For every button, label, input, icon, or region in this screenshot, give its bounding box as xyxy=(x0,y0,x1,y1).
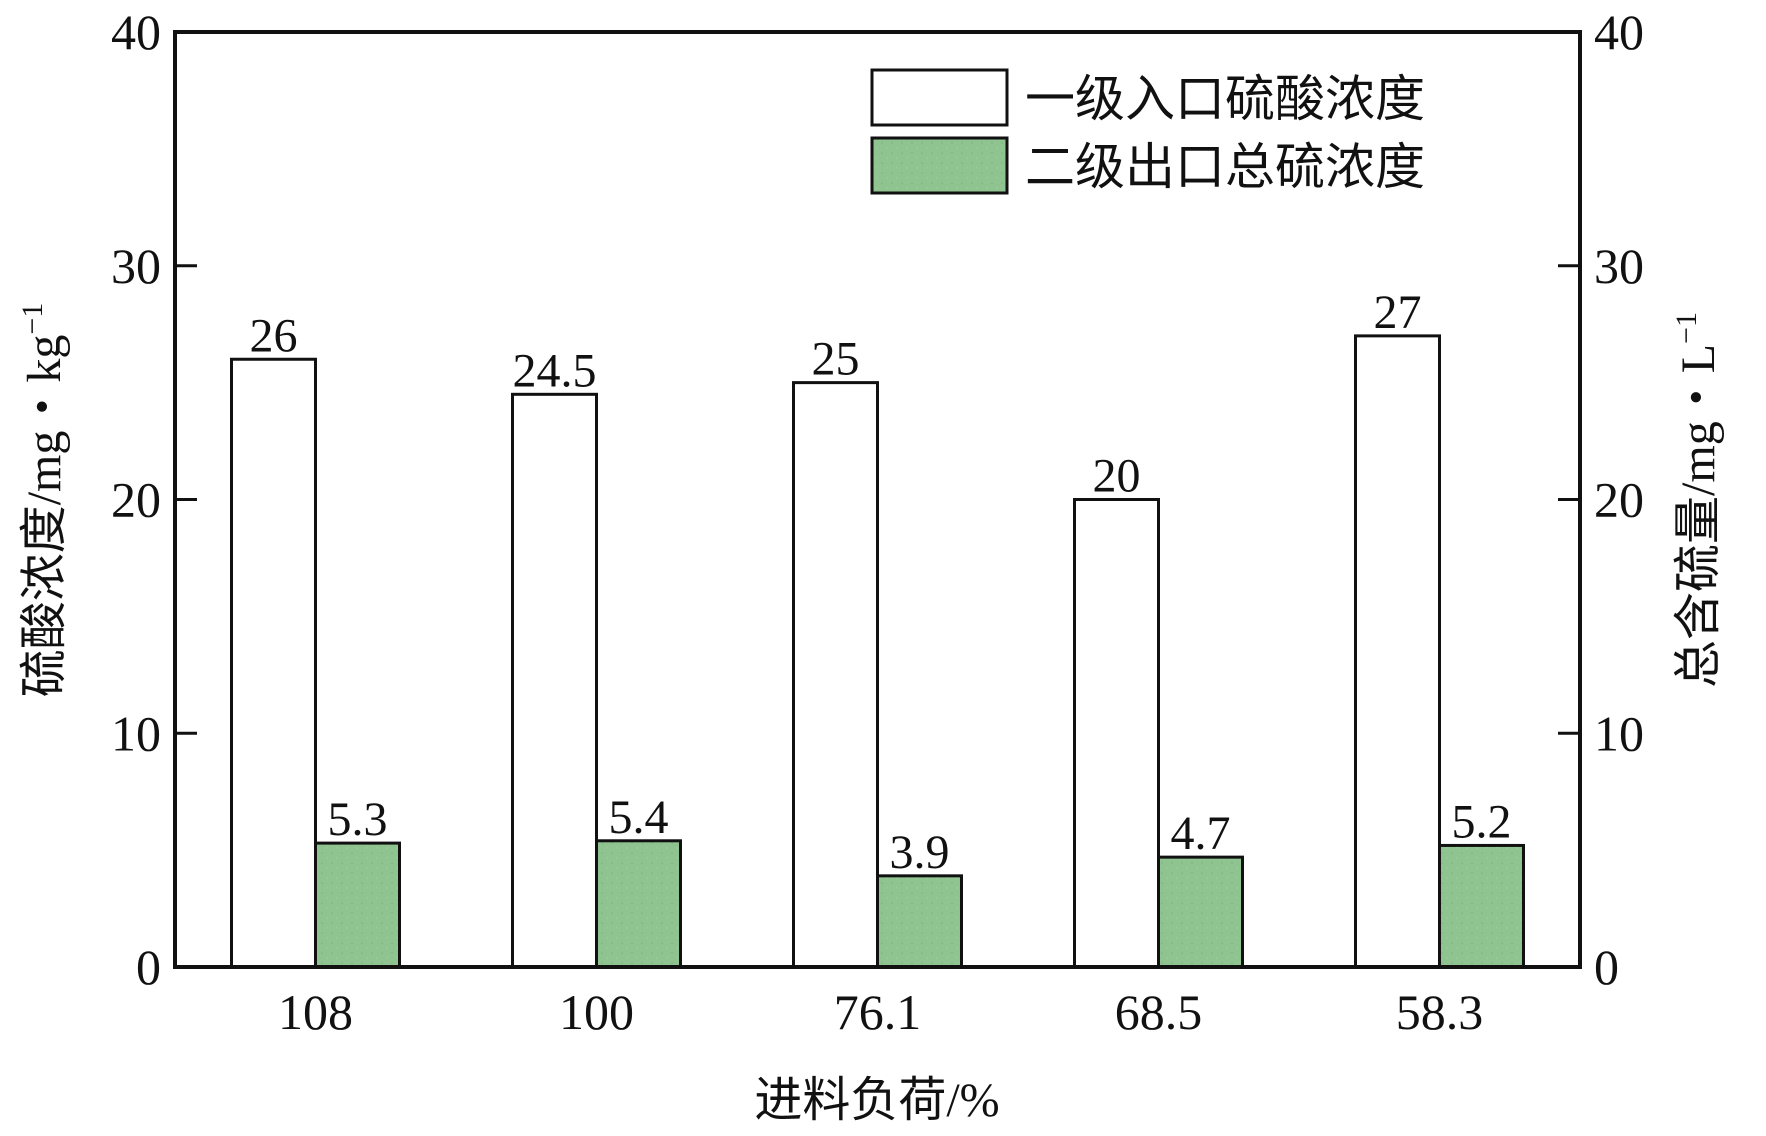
data-labels-layer: 26 5.3 24.5 5.4 25 3.9 20 4.7 27 5.2 xyxy=(250,286,1512,879)
data-label-outlet-total-sulfur-100: 5.4 xyxy=(609,791,669,844)
data-label-inlet-sulfuric-acid-100: 24.5 xyxy=(513,344,597,397)
data-label-inlet-sulfuric-acid-76.1: 25 xyxy=(812,333,860,386)
right-tick-label-0: 0 xyxy=(1594,939,1619,995)
data-label-outlet-total-sulfur-68.5: 4.7 xyxy=(1171,807,1231,860)
bar-inlet-sulfuric-acid-68.5 xyxy=(1073,498,1160,969)
right-tick-label-30: 30 xyxy=(1594,238,1644,294)
data-label-outlet-total-sulfur-108: 5.3 xyxy=(328,793,388,846)
left-tick-label-30: 30 xyxy=(111,238,161,294)
left-tick-label-20: 20 xyxy=(111,472,161,528)
left-tick-label-10: 10 xyxy=(111,705,161,761)
bar-inlet-sulfuric-acid-100 xyxy=(511,392,598,969)
left-axis-title-main: 硫酸浓度/mg・kg xyxy=(18,335,71,698)
right-tick-label-10: 10 xyxy=(1594,705,1644,761)
x-tick-label-68.5: 68.5 xyxy=(1115,984,1203,1040)
data-label-inlet-sulfuric-acid-108: 26 xyxy=(250,309,298,362)
bar-inlet-sulfuric-acid-76.1 xyxy=(792,381,879,969)
right-axis-title-main: 总含硫量/mg・L xyxy=(1672,344,1725,688)
x-tick-label-108: 108 xyxy=(278,984,353,1040)
data-label-inlet-sulfuric-acid-68.5: 20 xyxy=(1093,450,1141,503)
left-tick-label-40: 40 xyxy=(111,4,161,60)
data-label-outlet-total-sulfur-76.1: 3.9 xyxy=(890,826,950,879)
legend: 一级入口硫酸浓度 二级出口总硫浓度 xyxy=(870,68,1425,195)
x-axis-title: 进料负荷/% xyxy=(754,1074,999,1127)
bar-outlet-total-sulfur-108 xyxy=(314,841,401,969)
x-tick-label-100: 100 xyxy=(559,984,634,1040)
data-label-inlet-sulfuric-acid-58.3: 27 xyxy=(1374,286,1422,339)
left-ticks-layer: 0 10 20 30 40 xyxy=(111,4,197,995)
data-label-outlet-total-sulfur-58.3: 5.2 xyxy=(1452,795,1512,848)
legend-label-outlet-total-sulfur: 二级出口总硫浓度 xyxy=(1025,139,1425,195)
right-axis-title-superscript: −1 xyxy=(1670,312,1703,344)
x-ticks-layer: 108 100 76.1 68.5 58.3 xyxy=(278,984,1483,1040)
bar-inlet-sulfuric-acid-108 xyxy=(230,357,317,969)
left-axis-title: 硫酸浓度/mg・kg−1 xyxy=(16,303,71,698)
bar-inlet-sulfuric-acid-58.3 xyxy=(1354,334,1441,969)
bar-outlet-total-sulfur-76.1 xyxy=(876,874,963,969)
right-tick-label-40: 40 xyxy=(1594,4,1644,60)
legend-label-inlet-sulfuric-acid: 一级入口硫酸浓度 xyxy=(1025,71,1425,127)
bar-outlet-total-sulfur-100 xyxy=(595,839,682,969)
bar-outlet-total-sulfur-58.3 xyxy=(1438,843,1525,969)
bar-outlet-total-sulfur-68.5 xyxy=(1157,855,1244,969)
right-tick-label-20: 20 xyxy=(1594,472,1644,528)
right-axis-title: 总含硫量/mg・L−1 xyxy=(1670,312,1725,688)
left-axis-title-superscript: −1 xyxy=(16,303,49,335)
left-tick-label-0: 0 xyxy=(136,939,161,995)
bars-layer xyxy=(230,334,1525,969)
x-tick-label-58.3: 58.3 xyxy=(1396,984,1484,1040)
right-ticks-layer: 0 10 20 30 40 xyxy=(1558,4,1644,995)
legend-swatch-inlet-sulfuric-acid xyxy=(870,68,1009,127)
x-tick-label-76.1: 76.1 xyxy=(834,984,922,1040)
legend-swatch-outlet-total-sulfur xyxy=(870,136,1009,195)
